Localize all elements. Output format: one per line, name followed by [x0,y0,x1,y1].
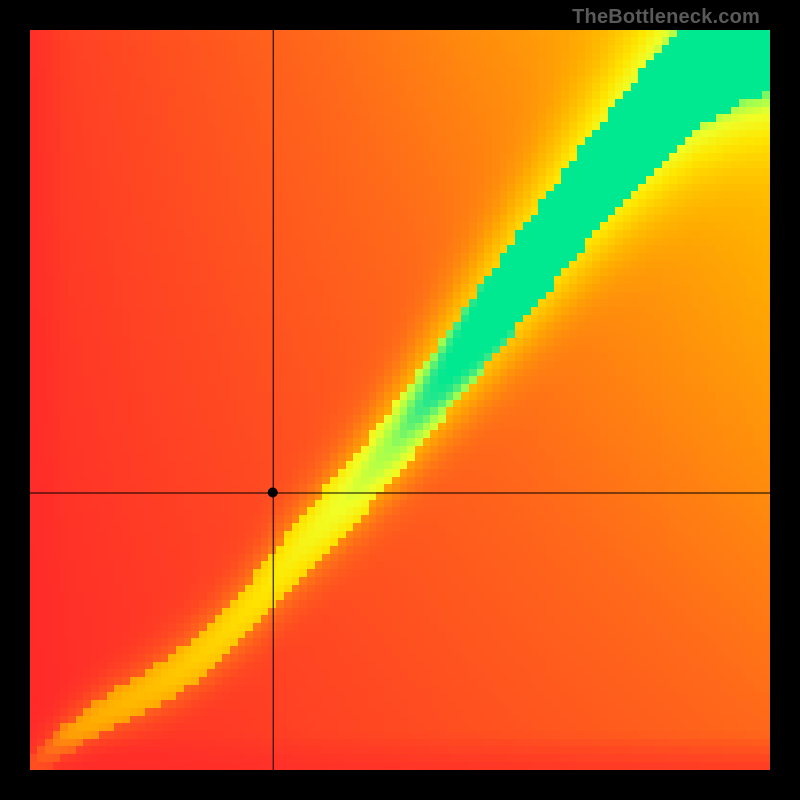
watermark-text: TheBottleneck.com [572,6,760,29]
chart-container: TheBottleneck.com [0,0,800,800]
heatmap-canvas [30,30,770,770]
heatmap-plot [30,30,770,770]
